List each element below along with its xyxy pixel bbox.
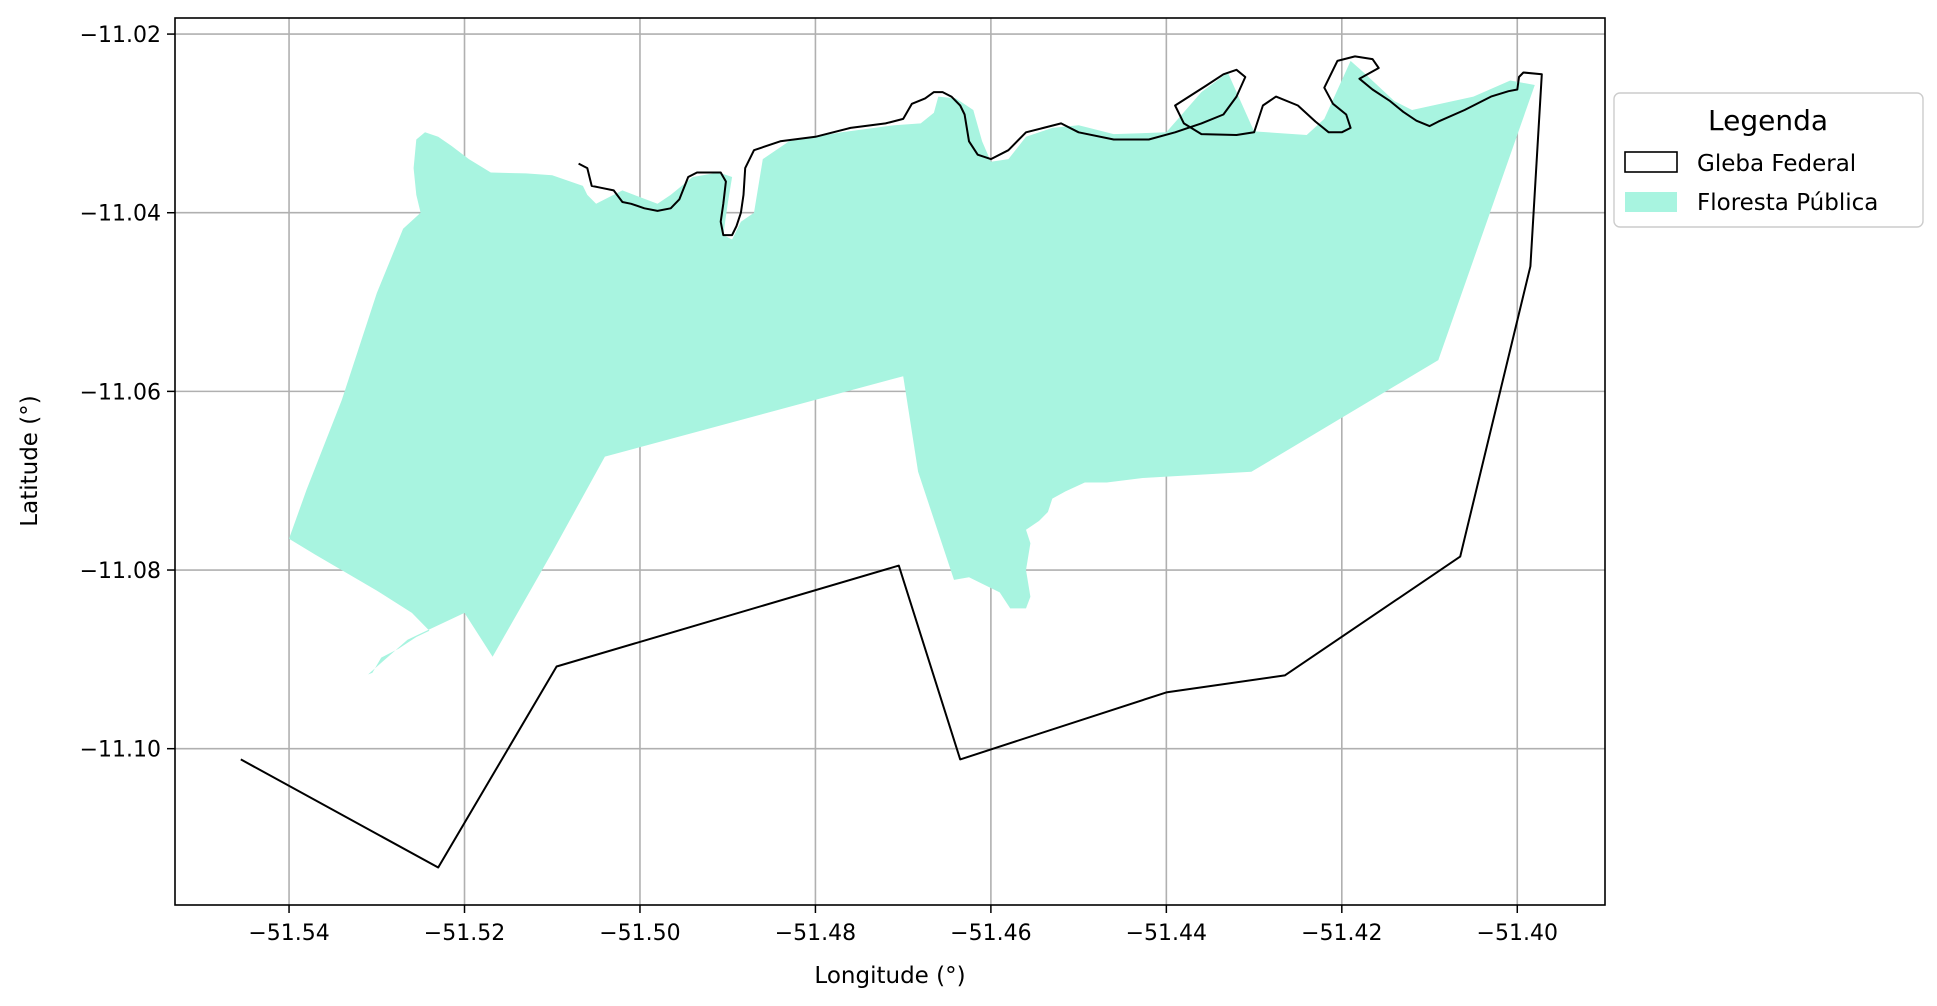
x-tick-label: −51.54 (248, 921, 329, 946)
legend-swatch-gleba-federal (1624, 151, 1678, 173)
x-tick-label: −51.40 (1477, 921, 1558, 946)
x-axis-title: Longitude (°) (814, 963, 965, 989)
x-tick-label: −51.48 (775, 921, 856, 946)
y-tick-label: −11.10 (80, 738, 161, 763)
x-tick-label: −51.42 (1301, 921, 1382, 946)
legend-swatch-floresta-publica (1625, 192, 1677, 212)
legend-label-gleba-federal: Gleba Federal (1697, 151, 1856, 177)
floresta-publica-polygon (289, 60, 1535, 675)
x-tick-label: −51.46 (950, 921, 1031, 946)
y-tick-label: −11.02 (80, 23, 161, 48)
plot-area: −51.54 −51.52 −51.50 −51.48 −51.46 −51.44 −51.… (80, 17, 1606, 946)
axes-frame (174, 17, 1606, 906)
legend-frame (1613, 92, 1924, 228)
x-tick-label: −51.44 (1126, 921, 1207, 946)
legend-label-floresta-publica: Floresta Pública (1697, 190, 1878, 216)
gleba-federal-boundary (240, 55, 1543, 869)
y-tick-label: −11.04 (80, 202, 161, 227)
x-tick-label: −51.50 (599, 921, 680, 946)
x-tick-label: −51.52 (424, 921, 505, 946)
y-tick-label: −11.06 (80, 380, 161, 405)
legend-title: Legenda (1708, 104, 1828, 137)
y-tick-label: −11.08 (80, 559, 161, 584)
axis-ticks: −51.54 −51.52 −51.50 −51.48 −51.46 −51.44 −51.… (80, 23, 1558, 946)
map-layers (240, 55, 1543, 869)
legend: Legenda Gleba Federal Floresta Pública (1613, 92, 1924, 228)
y-axis-title: Latitude (°) (17, 395, 43, 526)
